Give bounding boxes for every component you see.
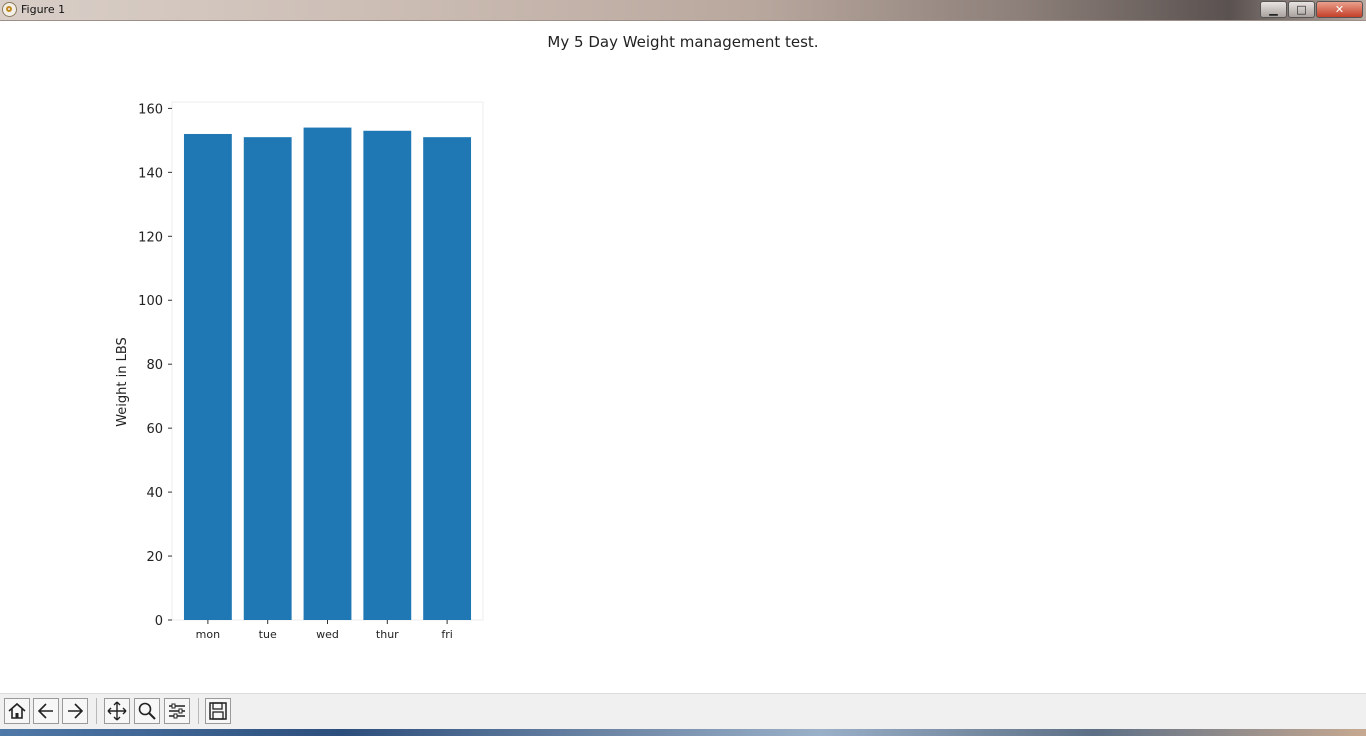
minimize-button[interactable]: ▁: [1260, 1, 1287, 18]
x-tick-label: fri: [441, 628, 452, 641]
y-axis-label: Weight in LBS: [115, 337, 130, 427]
y-tick-label: 40: [146, 486, 163, 501]
y-tick-label: 100: [138, 294, 163, 309]
bar-chart: My 5 Day Weight management test. Weight …: [115, 33, 819, 641]
plot-area: 0 20 40 60 80 100 120 140 160 mon tue wed thur fri: [138, 101, 484, 641]
x-tick-label: wed: [316, 628, 339, 641]
x-tick-label: thur: [376, 628, 399, 641]
save-icon: [209, 702, 227, 720]
y-tick-label: 160: [138, 102, 163, 117]
bar-mon: [183, 133, 232, 620]
x-tick-label: tue: [259, 628, 277, 641]
navigation-toolbar: [0, 693, 1366, 730]
bar-wed: [303, 127, 352, 620]
back-button[interactable]: [33, 698, 59, 724]
forward-button[interactable]: [62, 698, 88, 724]
app-icon: [2, 2, 17, 17]
forward-icon: [68, 703, 84, 719]
close-button[interactable]: ✕: [1316, 1, 1363, 18]
back-icon: [37, 703, 53, 719]
pan-button[interactable]: [104, 698, 130, 724]
y-tick-label: 20: [146, 550, 163, 565]
y-tick-label: 120: [138, 230, 163, 245]
configure-subplots-icon: [169, 703, 185, 719]
pan-icon: [107, 701, 127, 721]
y-tick-label: 60: [146, 422, 163, 437]
y-tick-label: 0: [155, 614, 163, 629]
os-taskbar: [0, 729, 1366, 736]
home-icon: [8, 702, 26, 719]
bar-fri: [423, 137, 472, 620]
bar-tue: [243, 137, 292, 620]
save-button[interactable]: [205, 698, 231, 724]
bar-thur: [363, 130, 412, 620]
window-titlebar: Figure 1 ▁ □ ✕: [0, 0, 1366, 21]
maximize-button[interactable]: □: [1288, 1, 1315, 18]
window-title: Figure 1: [21, 3, 66, 16]
toolbar-separator: [198, 698, 199, 724]
toolbar-separator: [96, 698, 97, 724]
configure-subplots-button[interactable]: [164, 698, 190, 724]
zoom-button[interactable]: [134, 698, 160, 724]
zoom-icon: [138, 702, 156, 720]
y-tick-label: 80: [146, 358, 163, 373]
x-tick-label: mon: [196, 628, 220, 641]
home-button[interactable]: [4, 698, 30, 724]
figure-canvas: My 5 Day Weight management test. Weight …: [0, 21, 1366, 693]
chart-title: My 5 Day Weight management test.: [547, 33, 818, 51]
y-tick-label: 140: [138, 166, 163, 181]
